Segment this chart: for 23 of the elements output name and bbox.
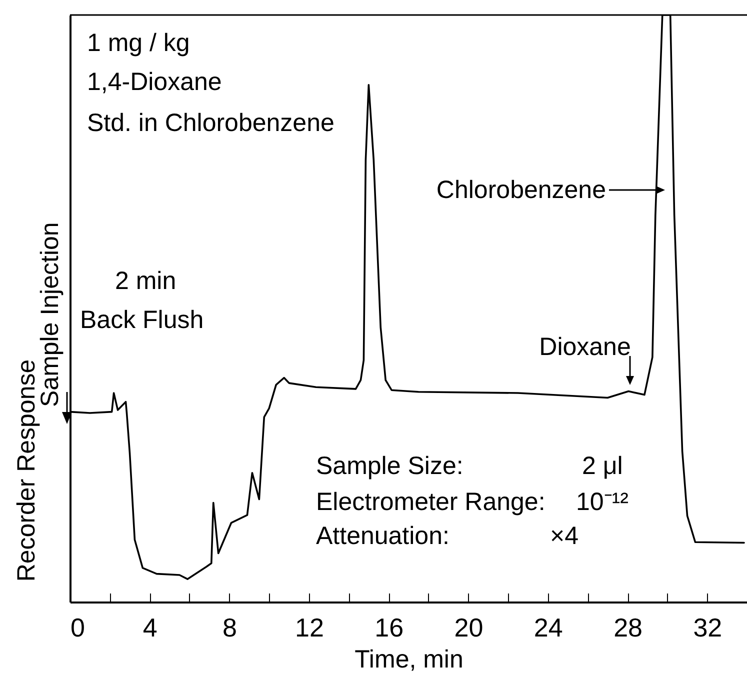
x-tick-label: 28 [614,612,642,642]
annotation: 1 mg / kg [87,29,190,57]
x-tick-label: 4 [142,612,158,642]
x-tick-label: 24 [534,612,563,642]
x-tick-label: 12 [294,612,324,642]
annotation: 2 min [115,267,176,295]
annotation: Sample Size: [316,452,464,480]
annotation: Attenuation: [316,522,450,550]
annotation: Back Flush [80,306,204,334]
annotation: ×4 [550,522,579,550]
annotation: Electrometer Range: [316,488,546,516]
annotation: Std. in Chlorobenzene [87,109,334,137]
x-tick-label: 32 [693,612,722,642]
annotation: 1,4-Dioxane [87,68,222,96]
x-axis-title: Time, min [354,646,464,673]
annotation: Dioxane [539,333,631,361]
x-tick-label: 8 [222,612,238,642]
annotation: 10⁻¹² [576,488,628,516]
x-tick-label: 0 [70,612,85,642]
x-tick-label: 16 [374,612,404,642]
x-tick-label: 20 [454,612,484,642]
annotation: Chlorobenzene [436,176,606,204]
annotation: 2 μl [582,452,623,480]
